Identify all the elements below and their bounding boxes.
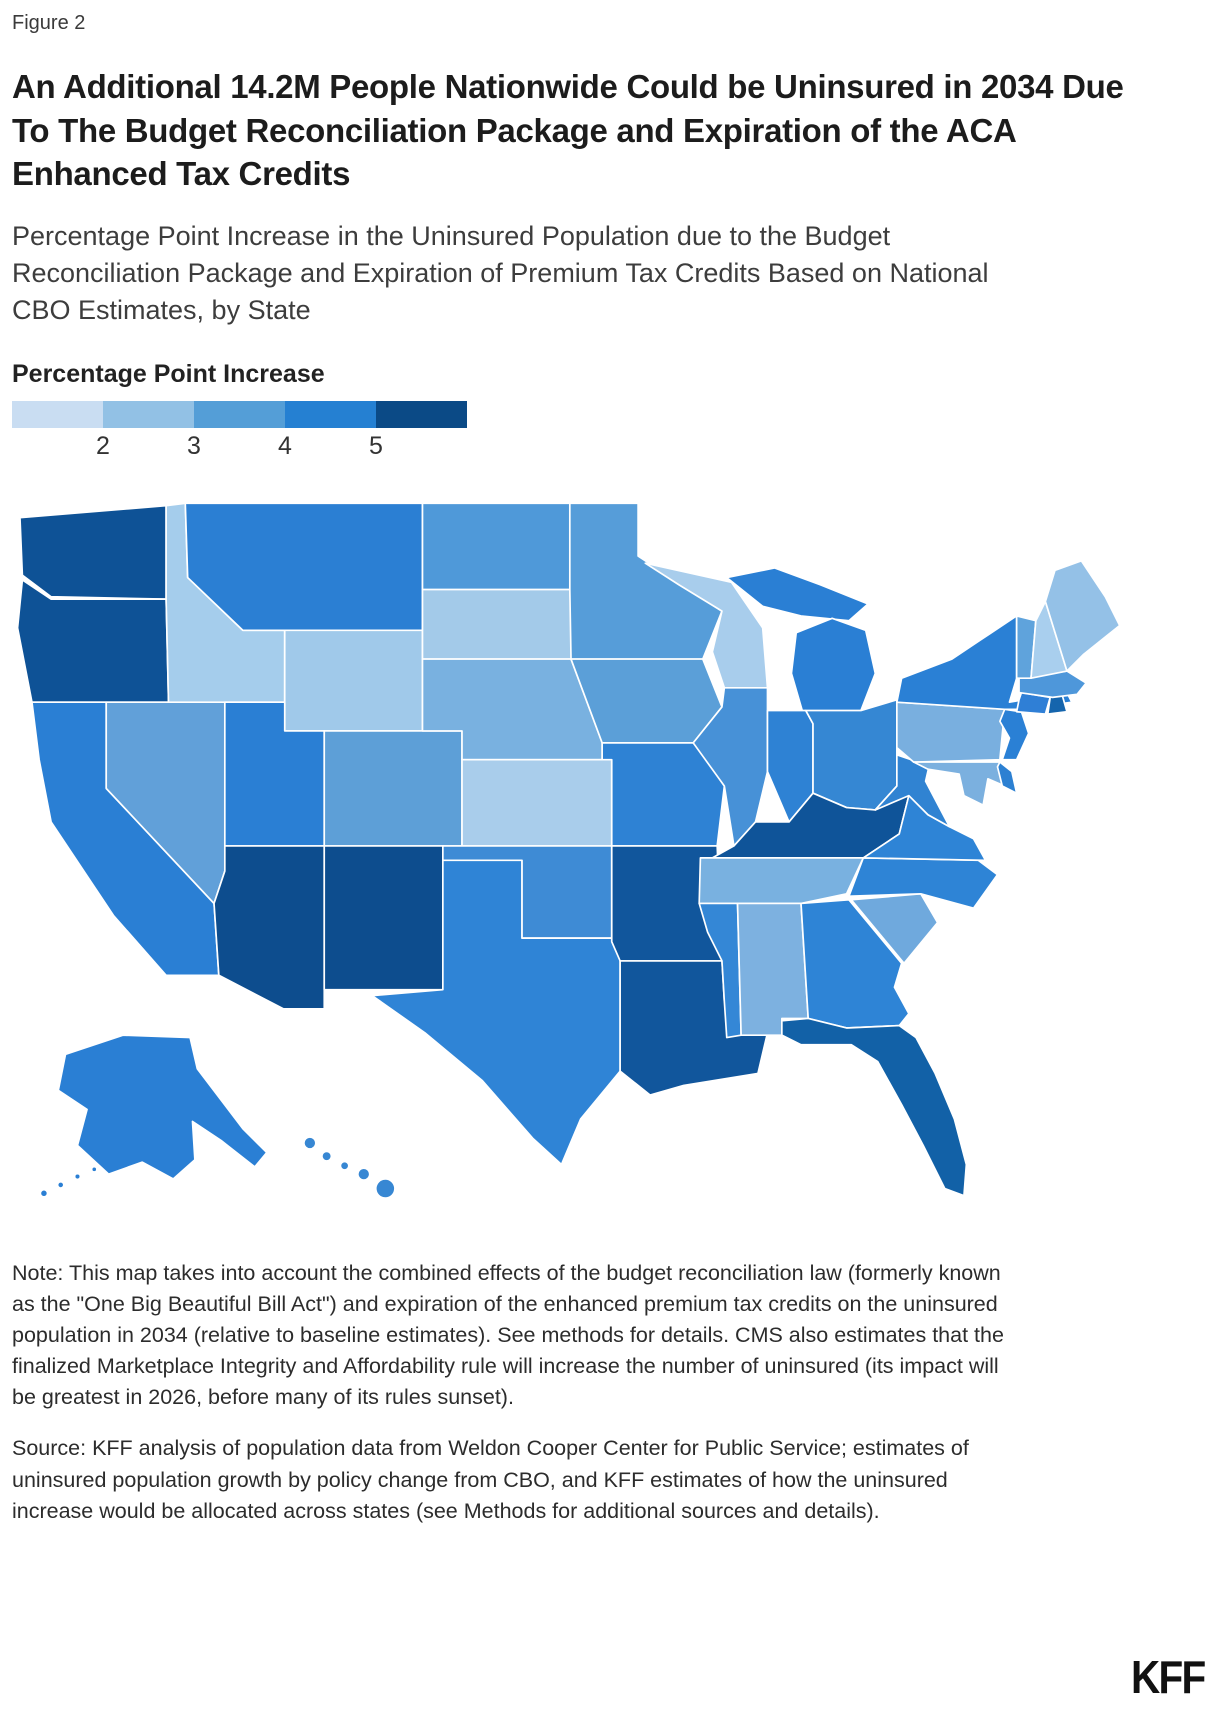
figure-label: Figure 2	[12, 12, 86, 34]
state-OH[interactable]: Ohio: 4.3 percentage points (approx.)	[804, 698, 898, 811]
state-SD[interactable]: South Dakota: 2.5 percentage points (app…	[421, 588, 575, 660]
legend-swatch	[194, 400, 285, 428]
state-WY[interactable]: Wyoming: 2.4 percentage points (approx.)	[283, 628, 424, 732]
source-text: Source: KFF analysis of population data …	[12, 1436, 969, 1523]
legend-swatches	[12, 400, 467, 428]
legend-tick-label: 4	[278, 431, 292, 460]
state-AK[interactable]: Alaska: 4.4 percentage points (approx.)	[39, 1033, 268, 1198]
legend-swatch	[285, 400, 376, 428]
legend-tick-label: 2	[96, 431, 110, 460]
state-MI[interactable]: Michigan: 4.5 percentage points (approx.…	[725, 566, 877, 711]
legend-tick-label: 5	[369, 431, 383, 460]
state-TN[interactable]: Tennessee: 3.1 percentage points (approx…	[698, 856, 865, 904]
legend-swatch	[376, 400, 467, 428]
state-SC[interactable]: South Carolina: 3.3 percentage points (a…	[850, 892, 939, 964]
state-WA[interactable]: Washington: 5.5 percentage points (appro…	[19, 504, 167, 600]
state-AL[interactable]: Alabama: 3 percentage points (approx.)	[736, 902, 810, 1036]
state-CO[interactable]: Colorado: 3.6 percentage points (approx.…	[323, 729, 463, 847]
state-MN[interactable]: Minnesota: 3.7 percentage points (approx…	[568, 501, 723, 660]
legend-title: Percentage Point Increase	[12, 359, 325, 388]
kff-logo[interactable]: KFF	[1130, 1651, 1206, 1703]
state-OR[interactable]: Oregon: 5.5 percentage points (approx.)	[16, 578, 170, 703]
legend-ticks: 2 3 4 5	[12, 428, 467, 462]
state-PA[interactable]: Pennsylvania: 3.2 percentage points (app…	[896, 700, 1006, 763]
state-TX[interactable]: Texas: 4.3 percentage points (approx.)	[371, 858, 621, 1165]
state-NJ[interactable]: New Jersey: 4.4 percentage points (appro…	[999, 708, 1030, 760]
state-ME[interactable]: Maine: 2.7 percentage points (approx.)	[1044, 559, 1121, 672]
legend-swatch	[103, 400, 194, 428]
state-HI[interactable]: Hawaii: 4.2 percentage points (approx.)	[303, 1135, 396, 1199]
state-AZ[interactable]: Arizona: 5.6 percentage points (approx.)	[213, 844, 326, 1010]
legend-swatch	[12, 400, 103, 428]
state-DE[interactable]: Delaware: 4.3 percentage points (approx.…	[996, 760, 1018, 794]
note-text: Note: This map takes into account the co…	[12, 1260, 1004, 1410]
state-NM[interactable]: New Mexico: 5.6 percentage points (appro…	[323, 844, 444, 990]
state-KS[interactable]: Kansas: 2.4 percentage points (approx.)	[461, 758, 613, 847]
figure-title: An Additional 14.2M People Nationwide Co…	[12, 68, 1124, 193]
us-choropleth-map: Washington: 5.5 percentage points (appro…	[8, 472, 1206, 1232]
state-ND[interactable]: North Dakota: 3.9 percentage points (app…	[421, 501, 571, 590]
figure-subtitle: Percentage Point Increase in the Uninsur…	[12, 220, 989, 326]
state-FL[interactable]: Florida: 5 percentage points (approx.)	[781, 1017, 968, 1197]
legend-tick-label: 3	[187, 431, 201, 460]
us-map: Washington: 5.5 percentage points (appro…	[16, 501, 1121, 1199]
